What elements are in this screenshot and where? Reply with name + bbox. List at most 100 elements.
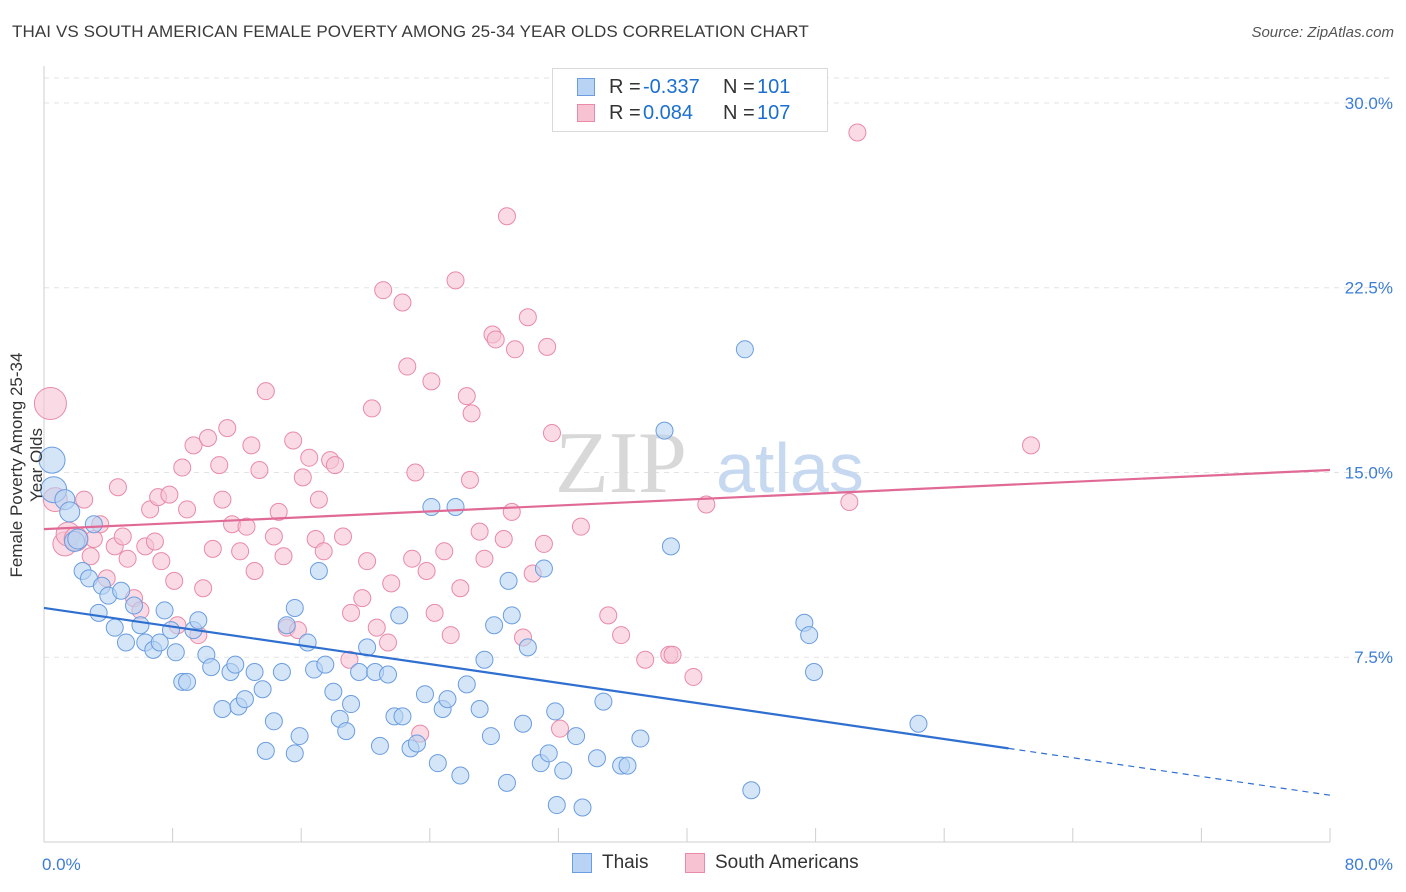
south-american-point <box>612 626 631 645</box>
thai-point <box>502 606 521 625</box>
thai-point <box>226 655 245 674</box>
thai-point <box>415 685 434 704</box>
thai-point <box>245 663 264 682</box>
thai-point <box>534 559 553 578</box>
south-american-point <box>342 603 361 622</box>
thai-point <box>594 692 613 711</box>
south-american-point <box>274 547 293 566</box>
south-american-point <box>264 527 283 546</box>
thai-point <box>485 616 504 635</box>
south-american-point <box>417 562 436 581</box>
thai-point <box>116 633 135 652</box>
legend-row-south-americans: R = 0.084 N = 107 <box>577 101 790 125</box>
x-tick-label: 80.0% <box>1345 855 1393 874</box>
thai-point <box>131 616 150 635</box>
south-american-point <box>213 490 232 509</box>
thai-point <box>290 727 309 746</box>
south-american-point <box>198 428 217 447</box>
south-american-point <box>178 500 197 519</box>
thai-point <box>475 650 494 669</box>
south-american-point <box>184 436 203 455</box>
thai-point <box>573 798 592 817</box>
south-american-point <box>457 387 476 406</box>
r-label: R = <box>609 101 641 124</box>
south-american-point <box>505 340 524 359</box>
thai-point <box>316 655 335 674</box>
thai-point <box>735 340 754 359</box>
south-american-point <box>538 337 557 356</box>
thai-trend-extension <box>1008 747 1331 796</box>
south-american-point <box>353 589 372 608</box>
thai-point <box>67 528 89 550</box>
thai-point <box>256 741 275 760</box>
thai-point <box>370 736 389 755</box>
source-label: Source: ZipAtlas.com <box>1251 24 1394 41</box>
thai-point <box>298 633 317 652</box>
thai-swatch <box>577 78 595 96</box>
south-american-point <box>367 618 386 637</box>
legend-label: Thais <box>602 852 649 873</box>
south-american-point <box>340 650 359 669</box>
thai-point <box>105 618 124 637</box>
thai-point <box>350 663 369 682</box>
south-american-point <box>486 330 505 349</box>
thai-point <box>514 714 533 733</box>
south-american-point <box>256 382 275 401</box>
n-label: N = <box>723 75 755 98</box>
south-american-point <box>362 399 381 418</box>
thai-point <box>451 766 470 785</box>
south-american-point <box>494 529 513 548</box>
y-tick-label: 15.0% <box>1345 463 1393 482</box>
south-american-point <box>393 293 412 312</box>
south-american-point <box>293 468 312 487</box>
south-american-point <box>118 549 137 568</box>
thai-point <box>84 515 103 534</box>
south-american-point <box>460 470 479 489</box>
south-american-point <box>284 431 303 450</box>
south-american-point <box>697 495 716 514</box>
y-axis-label: Female Poverty Among 25-34 Year Olds <box>7 352 46 578</box>
south-american-point <box>502 502 521 521</box>
thai-point <box>253 680 272 699</box>
thai-point <box>481 727 500 746</box>
thai-point <box>337 722 356 741</box>
thai-point <box>390 606 409 625</box>
n-value: 107 <box>757 101 791 124</box>
thai-swatch <box>572 853 592 873</box>
south-american-point <box>242 436 261 455</box>
x-tick-label: 0.0% <box>42 855 81 874</box>
thai-point <box>393 707 412 726</box>
south-american-point <box>33 386 67 420</box>
south-american-point <box>333 527 352 546</box>
thai-point <box>38 446 66 474</box>
thai-point <box>59 501 81 523</box>
south-american-point <box>497 207 516 226</box>
south-american-point <box>406 463 425 482</box>
south-american-point <box>113 527 132 546</box>
thai-point <box>235 690 254 709</box>
south-american-point <box>231 542 250 561</box>
thai-point <box>189 611 208 630</box>
y-tick-label: 7.5% <box>1354 648 1393 667</box>
south-american-point <box>636 650 655 669</box>
thai-point <box>804 663 823 682</box>
thai-point <box>457 675 476 694</box>
south-american-point <box>194 579 213 598</box>
legend-item-thais: Thais <box>572 852 648 874</box>
thai-point <box>800 626 819 645</box>
thai-point <box>202 658 221 677</box>
legend-item-south-americans: South Americans <box>685 852 859 874</box>
thai-point <box>309 562 328 581</box>
south-american-point <box>309 490 328 509</box>
south-american-trend-line <box>43 468 1331 531</box>
south-american-point <box>451 579 470 598</box>
south-american-point <box>425 603 444 622</box>
thai-point <box>539 744 558 763</box>
thai-point <box>213 699 232 718</box>
correlation-legend: R = -0.337 N = 101 R = 0.084 N = 107 <box>552 68 828 132</box>
south-american-swatch <box>685 853 705 873</box>
thai-point <box>150 633 169 652</box>
legend-row-thais: R = -0.337 N = 101 <box>577 75 790 99</box>
south-american-point <box>441 626 460 645</box>
south-american-point <box>379 633 398 652</box>
